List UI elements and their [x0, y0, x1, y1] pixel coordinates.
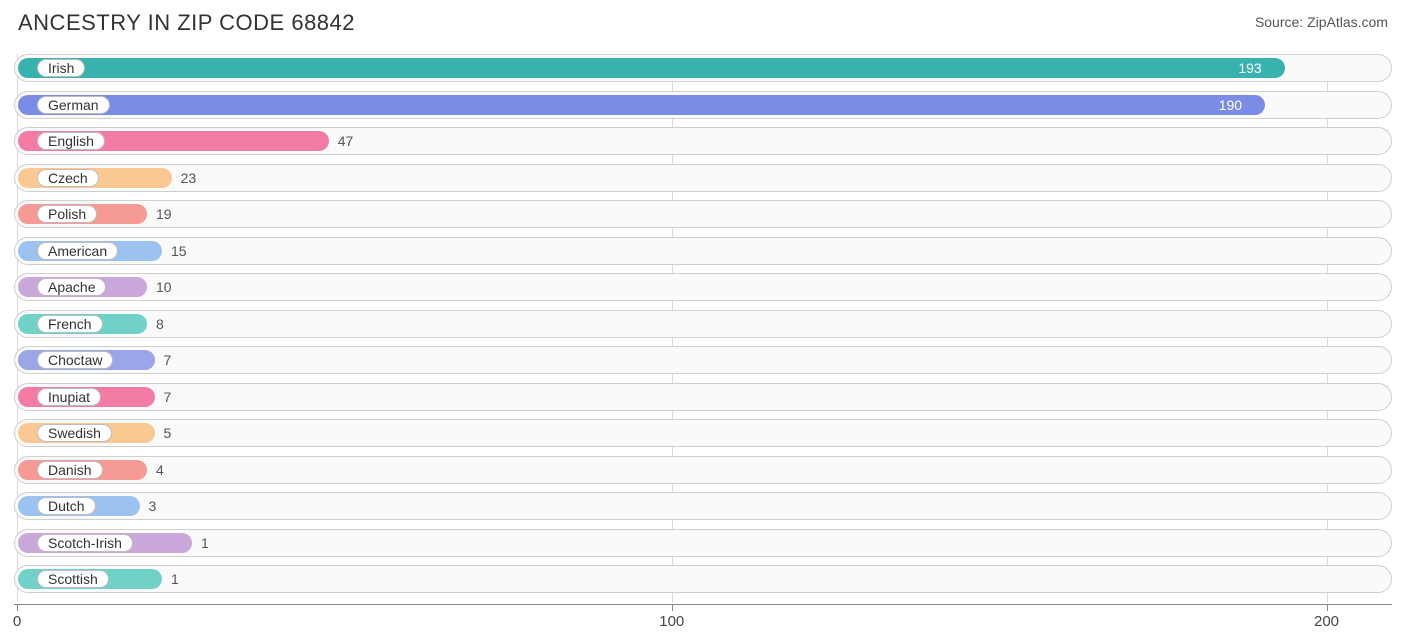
bar-row: Dutch 3 — [14, 492, 1392, 520]
value-label: 193 — [1238, 55, 1261, 81]
category-pill: Inupiat — [37, 388, 101, 406]
value-label: 8 — [156, 311, 164, 337]
category-pill: French — [37, 315, 103, 333]
chart-area: Irish193German190English47Czech23Polish1… — [14, 54, 1392, 634]
bar-row: French 8 — [14, 310, 1392, 338]
x-tick-label: 0 — [13, 613, 21, 630]
bar-row: Danish 4 — [14, 456, 1392, 484]
bar-row: German 190 — [14, 91, 1392, 119]
header: ANCESTRY IN ZIP CODE 68842 Source: ZipAt… — [14, 10, 1392, 36]
category-pill: Irish — [37, 59, 85, 77]
category-pill: Dutch — [37, 497, 96, 515]
x-axis: 0 100 200 — [14, 604, 1392, 634]
value-label: 7 — [164, 384, 172, 410]
value-label: 7 — [164, 347, 172, 373]
category-pill: American — [37, 242, 118, 260]
bar-row: Irish 193 — [14, 54, 1392, 82]
category-pill: Czech — [37, 169, 99, 187]
value-label: 23 — [181, 165, 197, 191]
x-tick — [1327, 605, 1328, 611]
category-pill: Swedish — [37, 424, 112, 442]
category-pill: German — [37, 96, 110, 114]
value-label: 5 — [164, 420, 172, 446]
x-tick — [672, 605, 673, 611]
source-attribution: Source: ZipAtlas.com — [1255, 14, 1388, 30]
category-pill: Polish — [37, 205, 97, 223]
bar-row: Swedish 5 — [14, 419, 1392, 447]
value-label: 15 — [171, 238, 187, 264]
value-label: 4 — [156, 457, 164, 483]
bar-row: Apache 10 — [14, 273, 1392, 301]
category-pill: English — [37, 132, 105, 150]
value-label: 1 — [201, 530, 209, 556]
chart-container: ANCESTRY IN ZIP CODE 68842 Source: ZipAt… — [0, 0, 1406, 644]
value-label: 190 — [1219, 92, 1242, 118]
bar-row: Scotch-Irish 1 — [14, 529, 1392, 557]
value-label: 3 — [149, 493, 157, 519]
x-tick-label: 100 — [659, 613, 684, 630]
bar-fill — [18, 58, 1285, 78]
bar-row: Scottish 1 — [14, 565, 1392, 593]
value-label: 19 — [156, 201, 172, 227]
category-pill: Apache — [37, 278, 106, 296]
bar-row: Inupiat 7 — [14, 383, 1392, 411]
value-label: 1 — [171, 566, 179, 592]
bar-fill — [18, 95, 1265, 115]
bar-row: English 47 — [14, 127, 1392, 155]
category-pill: Choctaw — [37, 351, 113, 369]
plot-region: Irish193German190English47Czech23Polish1… — [14, 54, 1392, 602]
x-tick — [17, 605, 18, 611]
bar-row: Choctaw 7 — [14, 346, 1392, 374]
category-pill: Scotch-Irish — [37, 534, 133, 552]
bar-row: American 15 — [14, 237, 1392, 265]
bar-row: Czech 23 — [14, 164, 1392, 192]
x-tick-label: 200 — [1314, 613, 1339, 630]
chart-title: ANCESTRY IN ZIP CODE 68842 — [18, 10, 355, 36]
bar-row: Polish 19 — [14, 200, 1392, 228]
value-label: 47 — [338, 128, 354, 154]
category-pill: Danish — [37, 461, 103, 479]
category-pill: Scottish — [37, 570, 109, 588]
value-label: 10 — [156, 274, 172, 300]
